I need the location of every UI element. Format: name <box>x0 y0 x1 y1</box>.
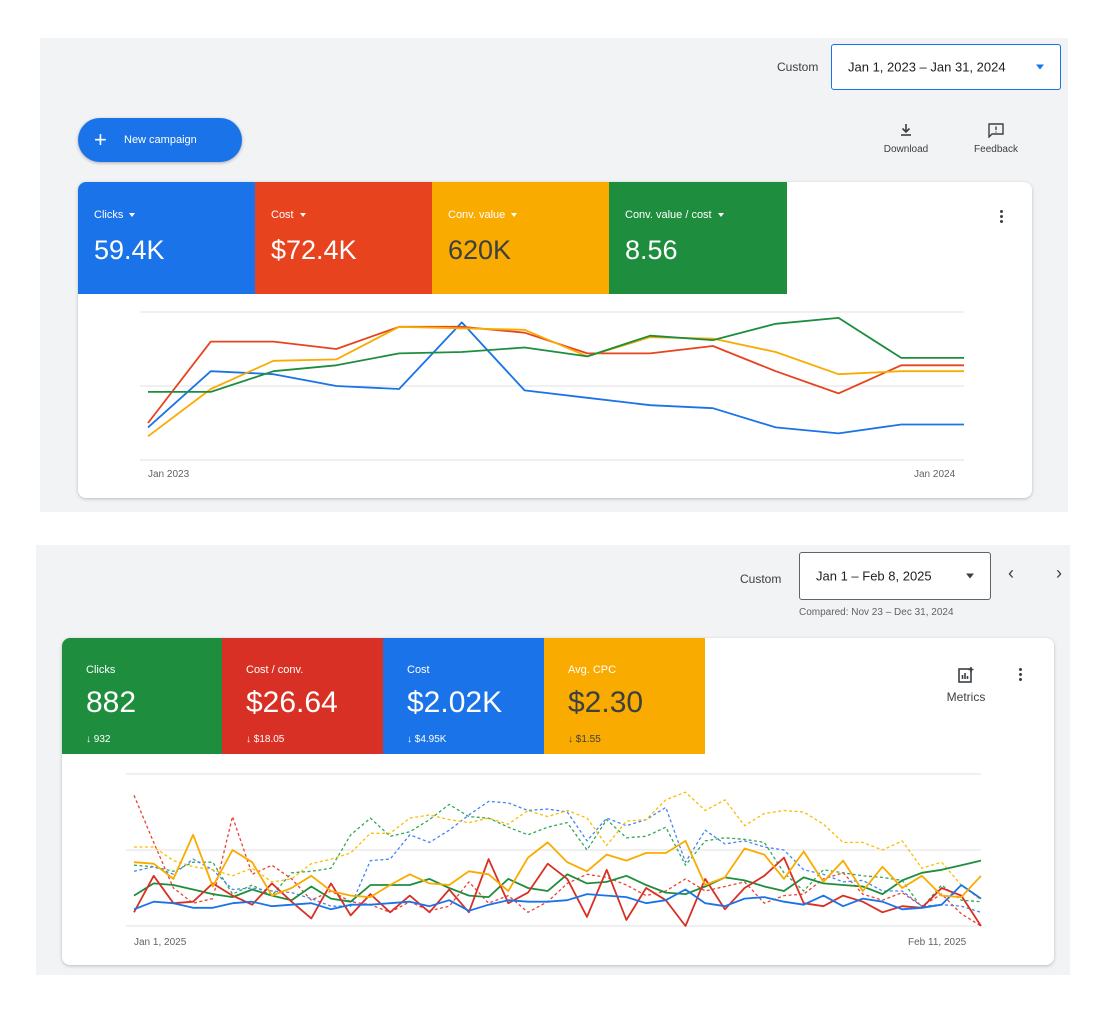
x-axis-end-label: Jan 2024 <box>914 469 956 480</box>
metric-comparison: ↓ $4.95K <box>407 734 447 745</box>
series-line-cost-conv-previous <box>133 795 982 927</box>
next-period-icon[interactable]: › <box>1056 563 1062 583</box>
metric-label: Clicks <box>94 209 136 221</box>
download-label: Download <box>883 144 929 155</box>
x-axis-start-label: Jan 1, 2025 <box>134 937 187 948</box>
metric-tile-cost-per-conv[interactable]: Cost / conv. $26.64 ↓ $18.05 <box>222 638 383 754</box>
series-line-cost-conv <box>133 856 982 927</box>
performance-line-chart-with-comparison <box>126 773 982 927</box>
x-axis-start-label: Jan 2023 <box>148 469 190 480</box>
download-button[interactable]: Download <box>868 122 944 155</box>
date-range-picker[interactable]: Jan 1, 2023 – Jan 31, 2024 <box>831 44 1061 90</box>
metric-comparison: ↓ 932 <box>86 734 111 745</box>
series-line-clicks <box>133 859 982 903</box>
feedback-label: Feedback <box>974 144 1018 155</box>
more-options-icon[interactable] <box>1000 210 1004 225</box>
date-range-label: Custom <box>740 572 782 586</box>
feedback-icon <box>988 123 1004 138</box>
series-line-conv-value <box>147 325 964 438</box>
metric-tile-cost[interactable]: Cost $72.4K <box>255 182 432 294</box>
performance-card: Clicks 882 ↓ 932 Cost / conv. $26.64 ↓ $… <box>62 638 1054 965</box>
dropdown-icon <box>299 213 306 218</box>
series-line-avg-cpc-previous <box>134 791 982 901</box>
chevron-down-icon <box>966 573 974 579</box>
chevron-down-icon <box>1036 64 1044 70</box>
metric-label: Cost <box>407 664 430 676</box>
metric-label: Cost / conv. <box>246 664 304 676</box>
metric-label: Clicks <box>86 664 116 676</box>
metric-label: Cost <box>271 209 306 221</box>
feedback-button[interactable]: Feedback <box>958 122 1034 155</box>
metric-comparison: ↓ $18.05 <box>246 734 285 745</box>
x-axis-end-label: Feb 11, 2025 <box>908 937 967 948</box>
metric-tile-conv-value-per-cost[interactable]: Conv. value / cost 8.56 <box>609 182 787 294</box>
performance-card: Clicks 59.4K Cost $72.4K Conv. value 620… <box>78 182 1032 498</box>
performance-line-chart <box>140 311 964 461</box>
dropdown-icon <box>511 213 518 218</box>
metric-value: 59.4K <box>94 235 165 265</box>
download-icon <box>901 124 911 136</box>
metric-comparison: ↓ $1.55 <box>568 734 601 745</box>
metric-value: $2.02K <box>407 686 503 719</box>
metric-tile-avg-cpc[interactable]: Avg. CPC $2.30 ↓ $1.55 <box>544 638 705 754</box>
series-line-cost-previous <box>133 800 982 913</box>
date-range-value: Jan 1 – Feb 8, 2025 <box>816 568 932 584</box>
metric-value: $72.4K <box>271 235 357 265</box>
metrics-chart-icon <box>958 667 974 683</box>
metric-value: 8.56 <box>625 235 678 265</box>
series-line-conv-value-cost <box>148 316 964 393</box>
series-line-avg-cpc <box>133 833 982 899</box>
previous-period-icon[interactable]: ‹ <box>1008 563 1014 583</box>
overview-panel-2023: Custom Jan 1, 2023 – Jan 31, 2024 + New … <box>40 38 1068 512</box>
metrics-button-label: Metrics <box>946 690 986 704</box>
comparison-range: Compared: Nov 23 – Dec 31, 2024 <box>799 607 954 618</box>
metric-value: $26.64 <box>246 686 338 719</box>
overview-panel-2025: Custom Jan 1 – Feb 8, 2025 ‹ › Compared:… <box>36 545 1070 975</box>
dropdown-icon <box>129 213 136 218</box>
metric-label: Avg. CPC <box>568 664 617 676</box>
plus-icon: + <box>94 127 107 152</box>
metric-tile-cost[interactable]: Cost $2.02K ↓ $4.95K <box>383 638 544 754</box>
metric-value: $2.30 <box>568 686 644 719</box>
new-campaign-label: New campaign <box>124 134 197 146</box>
metric-value: 882 <box>86 686 137 719</box>
metric-label: Conv. value <box>448 209 518 221</box>
date-range-picker[interactable]: Jan 1 – Feb 8, 2025 <box>799 552 991 600</box>
series-line-clicks <box>147 321 964 435</box>
metric-tile-clicks[interactable]: Clicks 882 ↓ 932 <box>62 638 222 754</box>
metric-label: Conv. value / cost <box>625 209 724 221</box>
new-campaign-button[interactable]: + New campaign <box>78 118 242 162</box>
more-options-icon[interactable] <box>1019 668 1023 683</box>
date-range-value: Jan 1, 2023 – Jan 31, 2024 <box>848 59 1006 75</box>
series-line-cost <box>133 884 982 912</box>
metric-tile-clicks[interactable]: Clicks 59.4K <box>78 182 255 294</box>
dropdown-icon <box>717 213 724 218</box>
metrics-button[interactable]: Metrics <box>938 666 994 704</box>
metric-tile-conv-value[interactable]: Conv. value 620K <box>432 182 609 294</box>
date-range-label: Custom <box>777 60 819 74</box>
metric-value: 620K <box>448 235 512 265</box>
